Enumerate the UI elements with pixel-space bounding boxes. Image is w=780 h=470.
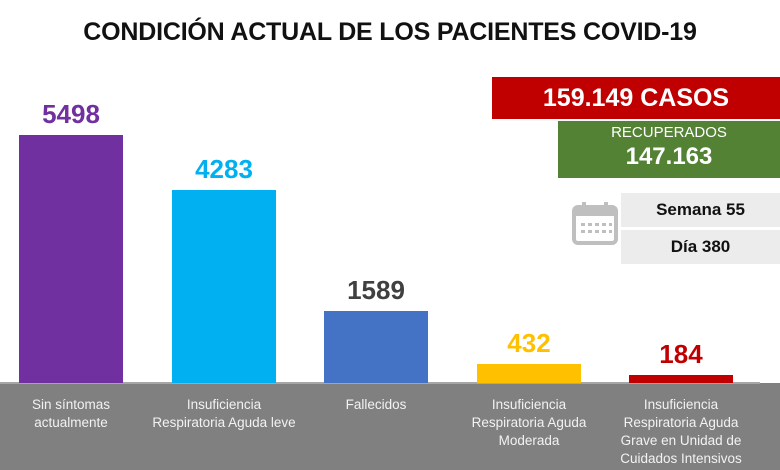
day-box: Día 380 bbox=[621, 230, 780, 264]
category-label-3: Insuficiencia Respiratoria Aguda Moderad… bbox=[471, 397, 587, 448]
value-label-1: 4283 bbox=[195, 154, 253, 184]
category-label-2: Fallecidos bbox=[345, 397, 407, 412]
x-axis-line bbox=[0, 382, 760, 384]
category-label-4: Insuficiencia Respiratoria Aguda Grave e… bbox=[620, 397, 742, 466]
value-label-3: 432 bbox=[507, 328, 551, 358]
value-label-2: 1589 bbox=[347, 275, 405, 305]
value-label-4: 184 bbox=[659, 339, 703, 369]
calendar-icon bbox=[572, 202, 618, 245]
bar-4 bbox=[629, 375, 733, 383]
bar-0 bbox=[19, 135, 123, 383]
bar-3 bbox=[477, 364, 581, 383]
value-label-0: 5498 bbox=[42, 99, 100, 129]
category-axis-band bbox=[0, 383, 780, 470]
chart-title: CONDICIÓN ACTUAL DE LOS PACIENTES COVID-… bbox=[83, 18, 697, 46]
recovered-box: RECUPERADOS 147.163 bbox=[558, 121, 780, 178]
bar-2 bbox=[324, 311, 428, 383]
total-cases-box: 159.149 CASOS bbox=[492, 77, 780, 119]
week-box: Semana 55 bbox=[621, 193, 780, 227]
bar-1 bbox=[172, 190, 276, 383]
recovered-value: 147.163 bbox=[625, 143, 713, 170]
category-label-0: Sin síntomas actualmente bbox=[31, 397, 111, 430]
category-label-1: Insuficiencia Respiratoria Aguda leve bbox=[152, 397, 296, 430]
recovered-label: RECUPERADOS bbox=[611, 124, 727, 141]
